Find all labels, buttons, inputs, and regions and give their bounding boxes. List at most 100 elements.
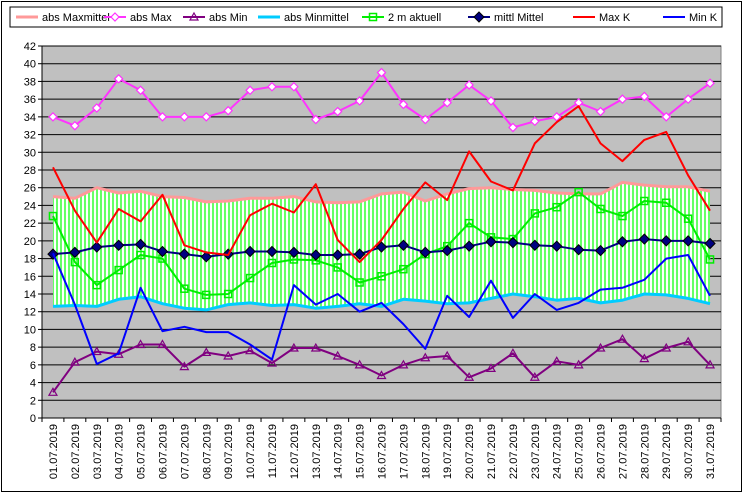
- data-point: [244, 245, 256, 258]
- data-point: [661, 342, 672, 352]
- y-tick-label: 2: [30, 395, 36, 407]
- y-tick-label: 28: [24, 165, 36, 177]
- data-point: [47, 387, 58, 396]
- x-tick-label: 18.07.2019: [420, 424, 432, 479]
- legend-label: Max K: [599, 12, 631, 24]
- data-point: [289, 81, 299, 92]
- data-point: [110, 12, 120, 22]
- data-point: [180, 284, 189, 293]
- data-point: [551, 240, 563, 252]
- y-tick-label: 22: [24, 218, 36, 230]
- legend-label: mittl Mittel: [494, 12, 544, 24]
- legend-item-max-k: Max K: [573, 12, 631, 24]
- x-tick-label: 30.07.2019: [683, 424, 695, 479]
- legend-label: 2 m aktuell: [388, 12, 441, 24]
- series-line: [52, 252, 711, 365]
- x-tick-label: 09.07.2019: [223, 424, 235, 479]
- series-abs-minmittel: [52, 292, 711, 312]
- data-point: [134, 238, 147, 251]
- data-point: [332, 106, 343, 117]
- data-point: [399, 264, 408, 274]
- x-tick-label: 21.07.2019: [486, 424, 498, 479]
- x-tick-label: 07.07.2019: [179, 424, 191, 479]
- data-point: [595, 106, 606, 117]
- data-point: [529, 239, 541, 251]
- data-point: [376, 67, 387, 78]
- x-tick-label: 14.07.2019: [333, 424, 345, 479]
- data-point: [48, 112, 58, 122]
- x-tick-label: 01.07.2019: [48, 424, 60, 479]
- data-point: [473, 11, 485, 23]
- data-point: [266, 245, 278, 258]
- legend: abs Maxmittel abs Max abs Min abs Minmittel…: [9, 6, 723, 28]
- data-point: [69, 246, 81, 259]
- data-point: [464, 80, 474, 90]
- x-tick-label: 12.07.2019: [289, 424, 301, 479]
- y-tick-label: 18: [24, 254, 36, 266]
- series-abs-min: [47, 333, 716, 396]
- y-tick-label: 16: [24, 271, 36, 283]
- x-tick-label: 03.07.2019: [92, 424, 104, 479]
- data-point: [441, 244, 453, 257]
- data-point: [368, 12, 378, 22]
- data-point: [705, 78, 715, 89]
- data-point: [683, 214, 693, 223]
- data-point: [420, 352, 431, 362]
- data-point: [135, 339, 146, 349]
- data-point: [310, 114, 321, 125]
- data-point: [464, 218, 474, 228]
- y-tick-label: 6: [30, 360, 36, 372]
- x-tick-label: 10.07.2019: [245, 424, 257, 479]
- x-tick-label: 25.07.2019: [574, 424, 586, 479]
- data-point: [112, 239, 125, 251]
- data-point: [70, 257, 80, 267]
- data-point: [156, 245, 169, 258]
- y-tick-label: 20: [24, 236, 36, 248]
- legend-item-2-m-aktuell: 2 m aktuell: [362, 12, 441, 24]
- data-point: [442, 350, 453, 360]
- y-tick-label: 40: [24, 59, 36, 71]
- data-point: [508, 122, 518, 133]
- data-point: [288, 246, 300, 259]
- data-point: [113, 73, 124, 84]
- data-point: [377, 272, 386, 281]
- data-point: [705, 359, 716, 369]
- legend-label: abs Min: [209, 12, 248, 24]
- data-point: [705, 255, 715, 264]
- data-point: [114, 265, 123, 275]
- data-point: [420, 114, 431, 125]
- x-tick-label: 24.07.2019: [552, 424, 564, 479]
- legend-item-abs-minmittel: abs Minmittel: [258, 12, 349, 24]
- y-tick-label: 0: [30, 413, 36, 425]
- data-point: [617, 333, 628, 343]
- x-tick-label: 26.07.2019: [596, 424, 608, 479]
- data-point: [223, 105, 234, 116]
- data-point: [201, 347, 212, 357]
- data-point: [529, 116, 540, 127]
- y-tick-label: 38: [24, 76, 36, 88]
- data-point: [486, 96, 496, 106]
- data-point: [332, 350, 343, 360]
- data-point: [617, 94, 628, 104]
- series-min-k: [52, 252, 711, 365]
- legend-item-min-k: Min K: [663, 12, 718, 24]
- data-point: [683, 94, 693, 104]
- y-tick-label: 30: [24, 147, 36, 159]
- y-tick-label: 8: [30, 342, 36, 354]
- data-point: [245, 273, 255, 283]
- data-point: [200, 251, 212, 263]
- data-point: [310, 342, 321, 352]
- data-point: [574, 187, 583, 197]
- x-tick-label: 27.07.2019: [617, 424, 629, 479]
- data-point: [529, 372, 540, 381]
- data-point: [245, 85, 255, 96]
- data-point: [398, 359, 409, 369]
- y-tick-label: 26: [24, 183, 36, 195]
- data-point: [551, 356, 562, 365]
- x-tick-label: 13.07.2019: [311, 424, 323, 479]
- data-point: [91, 241, 103, 253]
- data-point: [202, 290, 211, 300]
